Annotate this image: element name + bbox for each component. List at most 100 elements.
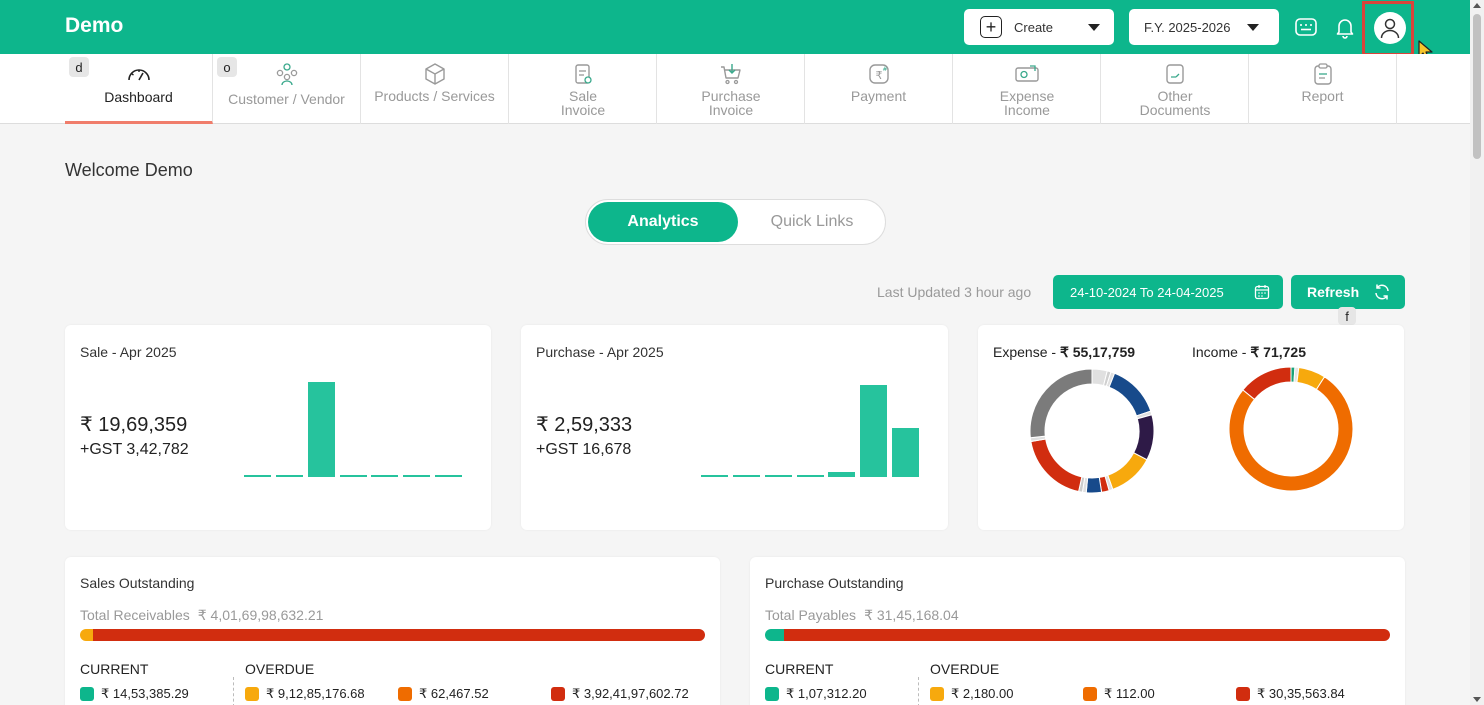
chart-bar: [891, 427, 919, 477]
total-payables: Total Payables ₹ 31,45,168.04: [765, 607, 959, 624]
current-heading: CURRENT: [765, 661, 834, 677]
chart-bar: [276, 475, 304, 477]
nav-item-sale-invoice[interactable]: Sale Invoice: [509, 54, 657, 124]
sales-outstanding-card: Sales Outstanding Total Receivables ₹ 4,0…: [65, 557, 720, 705]
progress-segment: [765, 629, 784, 641]
current-value: ₹ 14,53,385.29: [80, 686, 189, 702]
date-range-picker[interactable]: 24-10-2024 To 24-04-2025: [1053, 275, 1283, 309]
legend-swatch: [551, 687, 565, 701]
receivables-progress-bar: [80, 629, 705, 641]
profile-highlight[interactable]: [1362, 1, 1414, 56]
sale-card: Sale - Apr 2025 ₹ 19,69,359 +GST 3,42,78…: [65, 325, 491, 530]
overdue-heading: OVERDUE: [930, 661, 1000, 677]
purchase-outstanding-title: Purchase Outstanding: [765, 575, 904, 591]
document-icon: [1166, 64, 1184, 84]
financial-year-label: F.Y. 2025-2026: [1144, 20, 1231, 35]
nav-item-payment[interactable]: ₹ # Payment: [805, 54, 953, 124]
total-receivables-amount: ₹ 4,01,69,98,632.21: [197, 607, 324, 623]
welcome-heading: Welcome Demo: [65, 160, 193, 180]
scroll-down-arrow-icon[interactable]: [1473, 697, 1481, 702]
create-button[interactable]: + Create: [964, 9, 1114, 45]
overdue-amount: ₹ 30,35,563.84: [1257, 686, 1345, 701]
shortcut-badge-dashboard: d: [69, 57, 89, 77]
donut-slice: [1085, 476, 1103, 494]
tab-analytics[interactable]: Analytics: [588, 202, 738, 242]
financial-year-select[interactable]: F.Y. 2025-2026: [1129, 9, 1279, 45]
date-range-label: 24-10-2024 To 24-04-2025: [1070, 285, 1224, 300]
nav-item-customer-vendor[interactable]: Customer / Vendor: [213, 54, 361, 124]
nav-item-expense-income[interactable]: Expense Income: [953, 54, 1101, 124]
overdue-heading: OVERDUE: [245, 661, 315, 677]
nav-label-purchase-invoice: Purchase Invoice: [701, 88, 761, 118]
nav-label-other-documents: Other Documents: [1139, 88, 1211, 118]
refresh-label: Refresh: [1307, 284, 1360, 300]
nav-label-products-services: Products / Services: [374, 88, 495, 104]
speedometer-icon: [128, 69, 150, 81]
refresh-button[interactable]: Refresh: [1291, 275, 1405, 309]
chevron-down-icon: [1088, 24, 1100, 31]
sale-card-title: Sale - Apr 2025: [80, 344, 177, 360]
bell-icon[interactable]: [1332, 14, 1358, 40]
purchase-gst: +GST 16,678: [536, 441, 632, 458]
purchase-outstanding-card: Purchase Outstanding Total Payables ₹ 31,…: [750, 557, 1405, 705]
expense-amount: ₹ 55,17,759: [1059, 344, 1136, 360]
overdue-amount: ₹ 62,467.52: [419, 686, 489, 701]
invoice-icon: [575, 64, 592, 84]
overdue-amount: ₹ 9,12,85,176.68: [266, 686, 365, 701]
nav-label-customer-vendor: Customer / Vendor: [228, 91, 345, 107]
nav-item-other-documents[interactable]: Other Documents: [1101, 54, 1249, 124]
donut-slice: [1132, 414, 1155, 461]
nav-item-products-services[interactable]: Products / Services: [361, 54, 509, 124]
overdue-value-2: ₹ 112.00: [1083, 686, 1155, 702]
expense-label-text: Expense -: [993, 344, 1060, 360]
purchase-card: Purchase - Apr 2025 ₹ 2,59,333 +GST 16,6…: [521, 325, 948, 530]
nav-label-payment: Payment: [850, 88, 907, 104]
create-label: Create: [1014, 19, 1054, 35]
donut-slice: [1107, 452, 1148, 491]
overdue-value-3: ₹ 30,35,563.84: [1236, 686, 1345, 702]
legend-swatch: [80, 687, 94, 701]
scroll-up-arrow-icon[interactable]: [1473, 3, 1481, 8]
overdue-value-3: ₹ 3,92,41,97,602.72: [551, 686, 689, 702]
donut-slice: [1108, 372, 1152, 417]
chart-bar: [244, 475, 272, 477]
overdue-value-1: ₹ 2,180.00: [930, 686, 1014, 702]
nav-label-report: Report: [1301, 88, 1344, 104]
rupee-icon: ₹ #: [869, 64, 889, 84]
user-avatar[interactable]: [1374, 12, 1406, 44]
expense-income-card: Expense - ₹ 55,17,759 Income - ₹ 71,725: [978, 325, 1404, 530]
overdue-amount: ₹ 112.00: [1104, 686, 1155, 701]
nav-item-dashboard[interactable]: Dashboard: [65, 54, 213, 124]
total-receivables: Total Receivables ₹ 4,01,69,98,632.21: [80, 607, 323, 624]
expense-donut-chart: [1029, 368, 1155, 494]
keyboard-icon[interactable]: [1293, 14, 1319, 40]
overdue-amount: ₹ 3,92,41,97,602.72: [572, 686, 689, 701]
progress-segment: [80, 629, 93, 641]
sale-gst: +GST 3,42,782: [80, 441, 189, 458]
nav-item-report[interactable]: Report: [1249, 54, 1397, 124]
tab-quick-links[interactable]: Quick Links: [770, 213, 854, 230]
legend-swatch: [398, 687, 412, 701]
overdue-value-1: ₹ 9,12,85,176.68: [245, 686, 365, 702]
chart-bar: [434, 475, 462, 477]
nav-item-purchase-invoice[interactable]: Purchase Invoice: [657, 54, 805, 124]
legend-swatch: [245, 687, 259, 701]
income-amount: ₹ 71,725: [1250, 344, 1306, 360]
legend-swatch: [930, 687, 944, 701]
chevron-down-icon: [1247, 24, 1259, 31]
box-icon: [425, 63, 445, 85]
income-donut-chart: [1228, 366, 1354, 492]
calendar-icon: [1254, 285, 1270, 300]
payables-progress-bar: [765, 629, 1390, 641]
legend-swatch: [765, 687, 779, 701]
donut-slice: [1030, 438, 1083, 493]
purchase-card-title: Purchase - Apr 2025: [536, 344, 664, 360]
chart-bar: [402, 475, 430, 477]
page-scrollbar[interactable]: [1470, 0, 1484, 705]
last-updated-text: Last Updated 3 hour ago: [877, 284, 1032, 300]
brand-title: Demo: [65, 14, 124, 37]
main-nav: Dashboard Customer / Vendor Products / S…: [0, 54, 1470, 124]
plus-icon: +: [980, 16, 1002, 38]
clipboard-icon: [1314, 63, 1332, 85]
scrollbar-thumb[interactable]: [1473, 14, 1481, 159]
